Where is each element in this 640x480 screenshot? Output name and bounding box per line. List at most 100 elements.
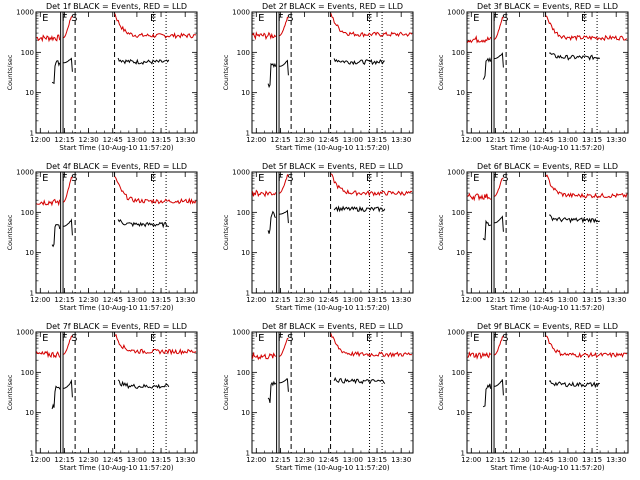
events-series-line bbox=[51, 224, 61, 248]
y-tick-label: 1000 bbox=[232, 329, 250, 337]
x-tick-label: 12:00 bbox=[246, 296, 266, 304]
x-tick-label: 12:15 bbox=[54, 296, 74, 304]
events-series-line bbox=[333, 205, 386, 213]
y-axis-label: Counts/sec bbox=[6, 374, 14, 410]
events-series-line bbox=[482, 219, 492, 241]
event-marker: F bbox=[278, 173, 284, 184]
panel-title: Det 2f BLACK = Events, RED = LLD bbox=[262, 2, 403, 11]
lld-series-line bbox=[494, 336, 504, 356]
y-tick-label: 1 bbox=[461, 290, 465, 298]
x-tick-label: 12:15 bbox=[485, 136, 505, 144]
x-tick-label: 12:30 bbox=[79, 296, 99, 304]
y-tick-label: 100 bbox=[21, 49, 34, 57]
x-axis-label: Start Time (10-Aug-10 11:57:20) bbox=[275, 304, 389, 312]
x-tick-label: 13:00 bbox=[127, 296, 147, 304]
y-tick-label: 1 bbox=[461, 130, 465, 138]
y-axis-label: Counts/sec bbox=[222, 214, 230, 250]
lld-series-line bbox=[279, 16, 289, 37]
event-marker: E bbox=[258, 13, 264, 24]
y-tick-label: 10 bbox=[25, 249, 34, 257]
x-tick-label: 12:00 bbox=[30, 456, 50, 464]
y-tick-label: 10 bbox=[241, 89, 250, 97]
event-marker: E bbox=[42, 333, 48, 344]
panel-title-suffix: BLACK = Events, RED = LLD bbox=[289, 162, 403, 171]
y-axis-label: Counts/sec bbox=[222, 374, 230, 410]
lld-series-line bbox=[494, 177, 504, 197]
panel-title-suffix: BLACK = Events, RED = LLD bbox=[73, 162, 187, 171]
panel-detector-name: Det 7f bbox=[46, 322, 71, 331]
panel-title: Det 5f BLACK = Events, RED = LLD bbox=[262, 162, 403, 171]
x-tick-label: 12:30 bbox=[510, 296, 530, 304]
panel-detector-name: Det 4f bbox=[46, 162, 71, 171]
panel-detector-name: Det 2f bbox=[262, 2, 287, 11]
x-tick-label: 13:30 bbox=[391, 296, 411, 304]
event-marker: E bbox=[473, 13, 479, 24]
x-tick-label: 13:30 bbox=[175, 296, 195, 304]
x-tick-label: 12:45 bbox=[534, 296, 554, 304]
y-axis-label: Counts/sec bbox=[437, 214, 445, 250]
x-tick-label: 13:00 bbox=[558, 296, 578, 304]
detector-panel: Det 3f BLACK = Events, RED = LLD 1 10 100 10… bbox=[437, 2, 629, 152]
x-tick-label: 13:00 bbox=[343, 456, 363, 464]
y-tick-label: 100 bbox=[452, 369, 465, 377]
y-tick-label: 1 bbox=[246, 130, 250, 138]
x-tick-label: 13:30 bbox=[606, 296, 626, 304]
lld-series-line bbox=[114, 176, 197, 205]
x-tick-label: 13:00 bbox=[127, 456, 147, 464]
detector-panel: Det 7f BLACK = Events, RED = LLD 1 10 100 10… bbox=[6, 322, 198, 472]
event-marker: S bbox=[71, 13, 77, 24]
x-tick-label: 12:15 bbox=[54, 136, 74, 144]
events-series-line bbox=[117, 379, 170, 390]
y-tick-label: 100 bbox=[237, 369, 250, 377]
event-marker: F bbox=[493, 13, 499, 24]
x-tick-label: 12:00 bbox=[30, 296, 50, 304]
events-series-line bbox=[333, 58, 385, 66]
y-tick-label: 10 bbox=[456, 249, 465, 257]
lld-series-line bbox=[330, 333, 413, 358]
panel-title: Det 8f BLACK = Events, RED = LLD bbox=[262, 322, 403, 331]
events-series-line bbox=[63, 57, 73, 72]
y-tick-label: 10 bbox=[25, 89, 34, 97]
y-tick-label: 1000 bbox=[232, 169, 250, 177]
event-marker: E bbox=[366, 333, 372, 344]
plot-frame bbox=[251, 11, 414, 134]
event-marker: F bbox=[62, 13, 68, 24]
lld-series-line bbox=[494, 16, 504, 40]
lld-series-line bbox=[545, 15, 628, 42]
y-tick-label: 100 bbox=[452, 209, 465, 217]
events-series-line bbox=[494, 52, 504, 68]
panel-title: Det 7f BLACK = Events, RED = LLD bbox=[46, 322, 187, 331]
y-axis-label: Counts/sec bbox=[6, 54, 14, 90]
event-marker: E bbox=[581, 333, 587, 344]
x-tick-label: 12:30 bbox=[295, 296, 315, 304]
x-tick-label: 13:00 bbox=[343, 136, 363, 144]
panel-title-suffix: BLACK = Events, RED = LLD bbox=[504, 2, 618, 11]
y-axis-label: Counts/sec bbox=[437, 54, 445, 90]
x-axis-label: Start Time (10-Aug-10 11:57:20) bbox=[490, 464, 604, 472]
x-tick-label: 13:00 bbox=[343, 296, 363, 304]
y-tick-label: 100 bbox=[21, 209, 34, 217]
events-series-line bbox=[51, 60, 61, 85]
panel-title: Det 1f BLACK = Events, RED = LLD bbox=[46, 2, 187, 11]
y-tick-label: 1000 bbox=[447, 9, 465, 17]
panel-title: Det 3f BLACK = Events, RED = LLD bbox=[477, 2, 618, 11]
events-series-line bbox=[494, 379, 504, 396]
events-series-line bbox=[63, 218, 73, 236]
lld-series-line bbox=[114, 334, 197, 356]
event-marker: E bbox=[581, 173, 587, 184]
lld-series-line bbox=[279, 337, 289, 357]
events-series-line bbox=[482, 383, 492, 408]
y-tick-label: 10 bbox=[241, 409, 250, 417]
lld-series-line bbox=[279, 173, 289, 194]
y-tick-label: 1000 bbox=[232, 9, 250, 17]
event-marker: S bbox=[287, 13, 293, 24]
event-marker: F bbox=[62, 333, 68, 344]
y-tick-label: 10 bbox=[241, 249, 250, 257]
lld-series-line bbox=[467, 351, 492, 360]
lld-series-line bbox=[36, 350, 61, 359]
lld-series-line bbox=[545, 174, 628, 199]
y-tick-label: 10 bbox=[456, 89, 465, 97]
event-marker: E bbox=[366, 13, 372, 24]
x-tick-label: 12:15 bbox=[270, 296, 290, 304]
